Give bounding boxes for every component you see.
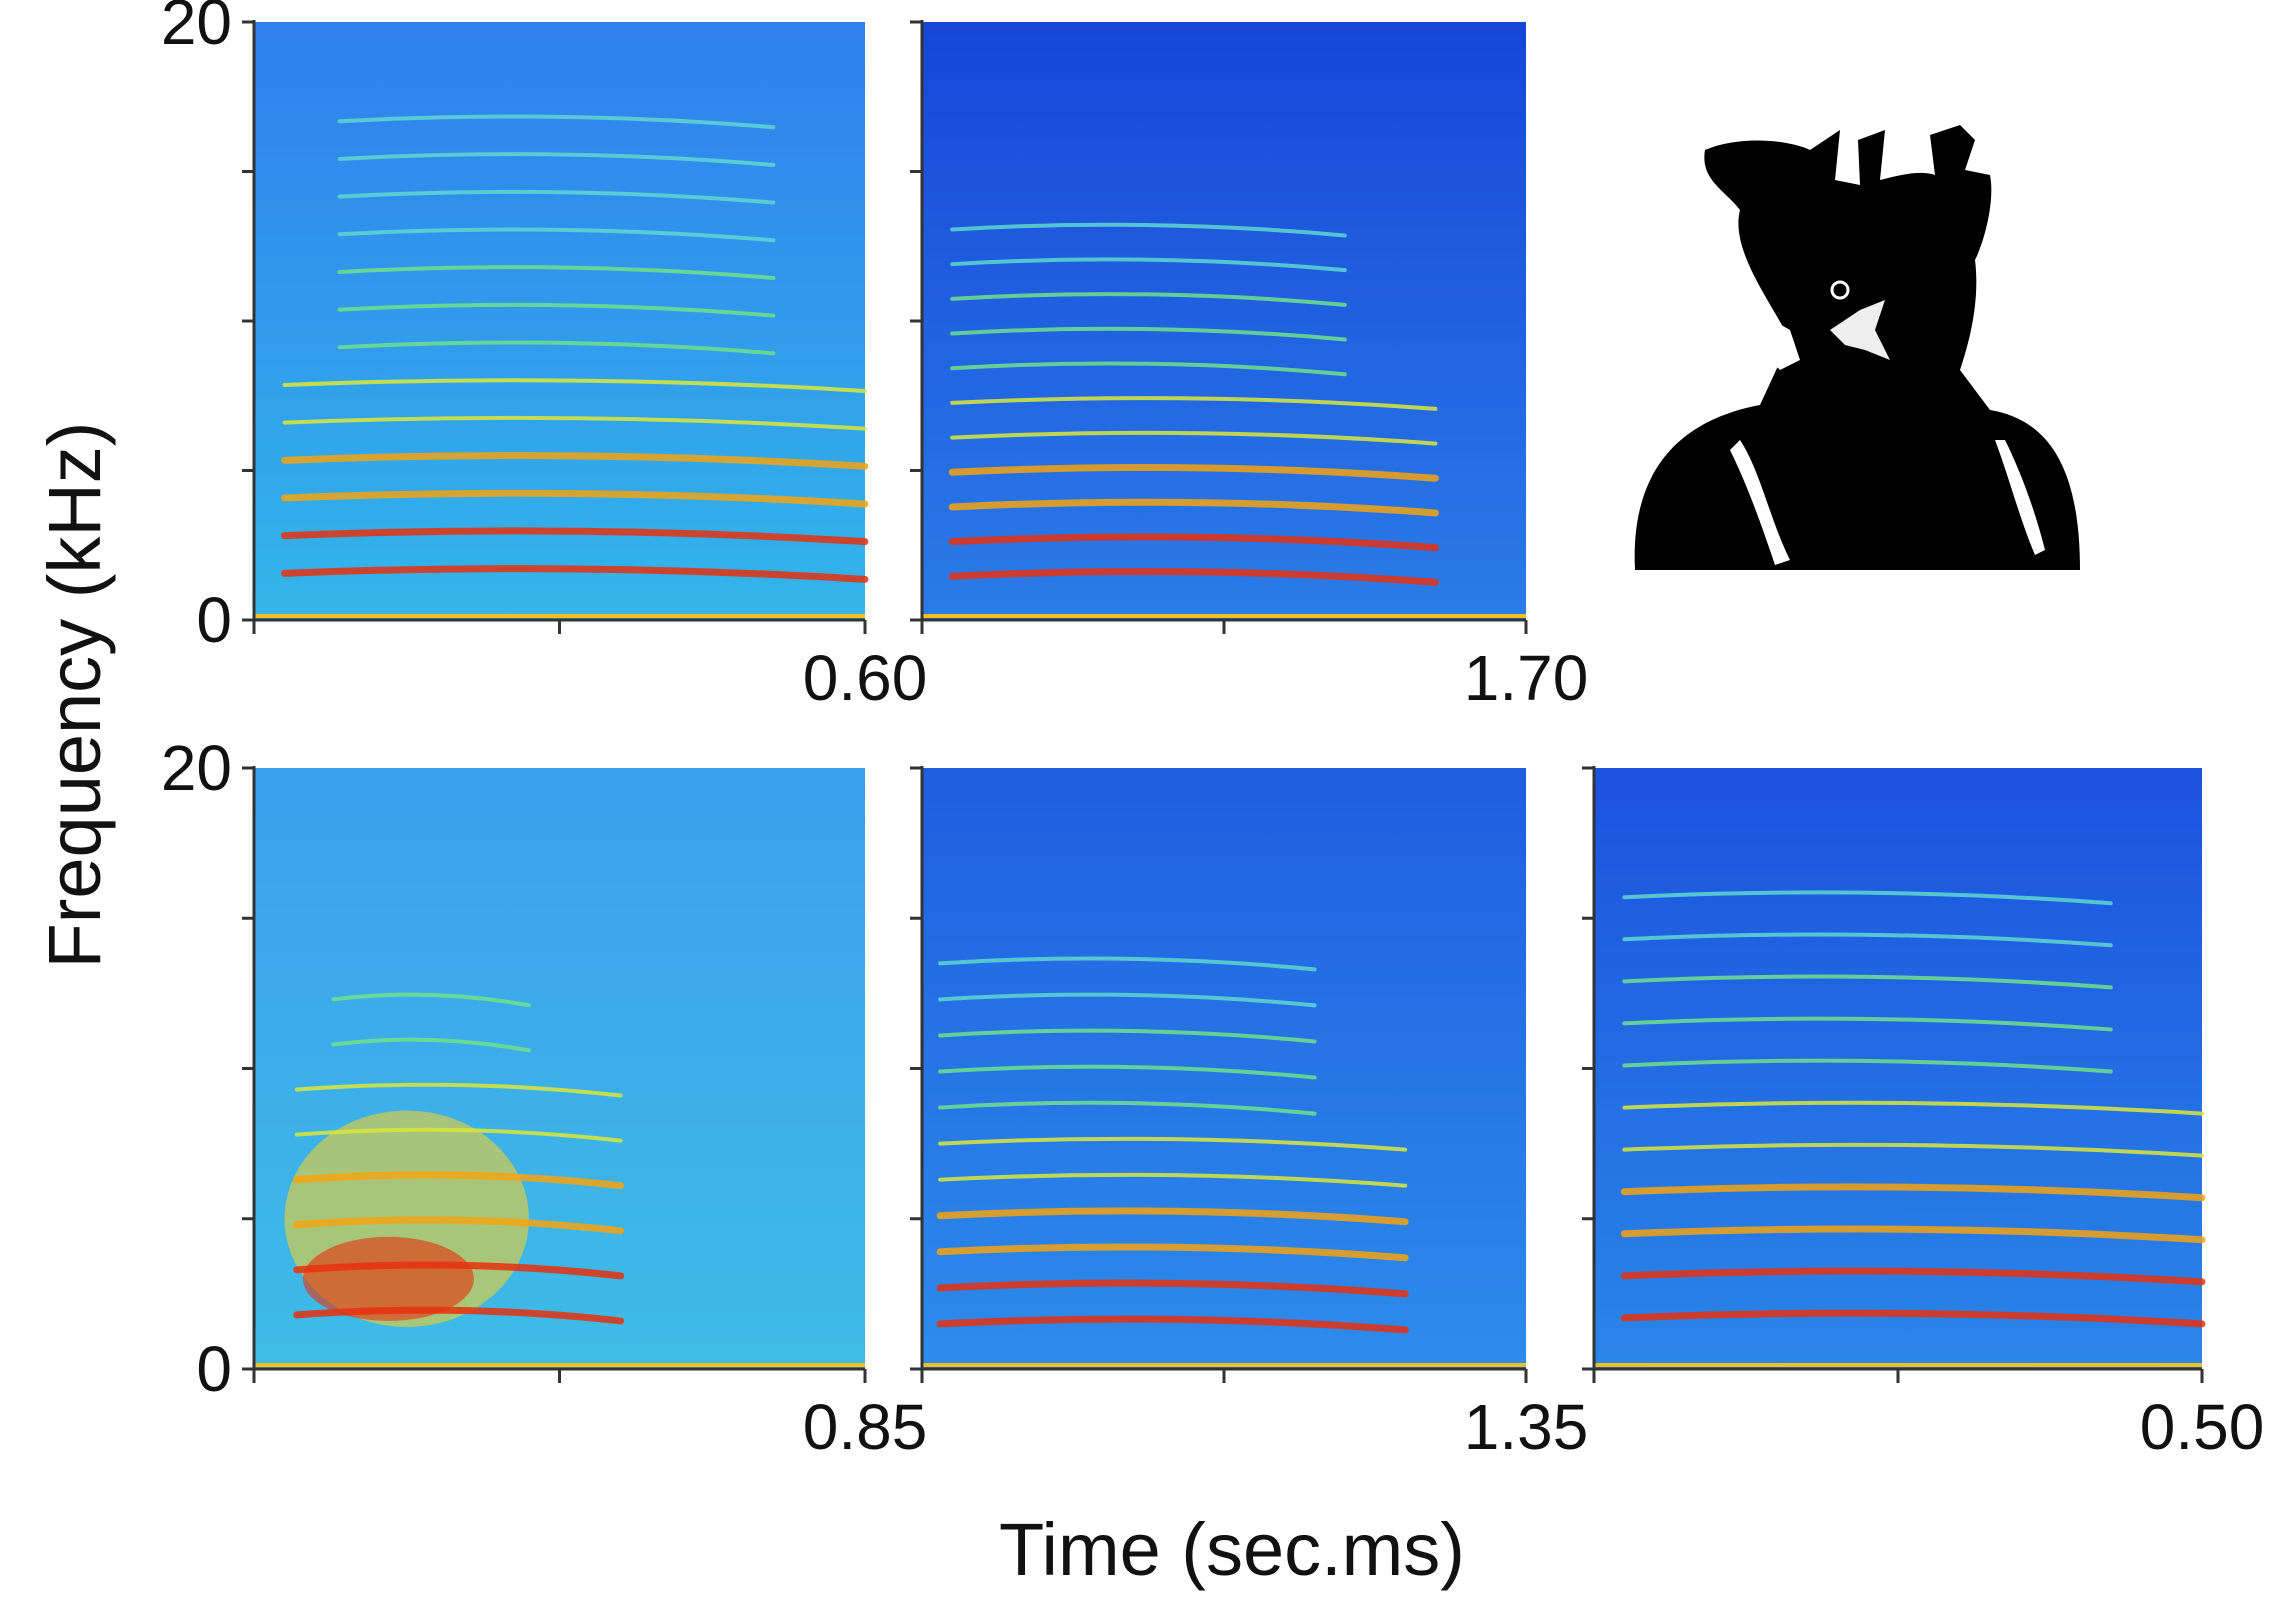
spectrogram-band	[1622, 890, 2113, 906]
x-tick-label: 1.35	[1464, 1391, 1589, 1463]
spectrogram-band	[281, 452, 869, 470]
dog-muzzle	[1830, 300, 1890, 360]
spectrogram-band	[938, 1136, 1408, 1152]
spectrogram-band	[950, 326, 1347, 342]
spectrogram-band	[293, 1216, 625, 1235]
spectrogram-band	[337, 189, 776, 205]
x-tick-label: 1.70	[1464, 642, 1589, 714]
x-tick-label: 0.85	[803, 1391, 928, 1463]
x-axis-title: Time (sec.ms)	[999, 1508, 1465, 1591]
spectrogram-band	[948, 464, 1439, 482]
spectrogram-band	[294, 1127, 623, 1143]
spectrogram-band	[337, 302, 776, 318]
spectrogram-background	[922, 22, 1526, 620]
spectrogram-band	[1620, 1309, 2206, 1328]
spectrogram-band	[936, 1315, 1409, 1334]
spectrogram-band	[936, 1243, 1409, 1262]
y-tick-label: 20	[161, 0, 232, 58]
dog-patch	[1730, 440, 1790, 565]
panel: 0 20 0.85	[161, 732, 927, 1463]
spectrogram-band	[948, 498, 1439, 517]
dog-silhouette	[1634, 125, 2080, 570]
y-tick-label: 20	[161, 732, 232, 804]
spectrogram-band	[1622, 974, 2113, 990]
spectrogram-band	[1622, 932, 2113, 948]
spectrogram-band	[938, 1064, 1317, 1080]
spectrogram-band	[1620, 1267, 2206, 1286]
spectrogram-band	[1622, 1142, 2204, 1158]
spectrogram-band	[950, 292, 1347, 307]
x-tick-label: 0.60	[803, 642, 928, 714]
spectrogram-band	[337, 227, 776, 243]
y-tick-label: 0	[196, 584, 232, 656]
spectrogram-band	[281, 565, 869, 583]
spectrogram-band	[281, 527, 869, 546]
spectrogram-band	[948, 533, 1439, 552]
x-tick-label: 0.50	[2140, 1391, 2265, 1463]
y-tick-label: 0	[196, 1333, 232, 1405]
spectrogram-band	[281, 489, 869, 508]
panel: 1.70	[910, 20, 1588, 714]
y-axis-title: Frequency (kHz)	[33, 422, 116, 969]
spectrogram-band	[938, 1172, 1408, 1188]
spectrogram-band	[337, 265, 776, 280]
spectrogram-band	[1622, 1058, 2113, 1074]
spectrogram-band	[337, 340, 776, 356]
panel: 0.50	[1582, 766, 2264, 1463]
panel: 0 20 0.60	[161, 0, 927, 714]
spectrogram-band	[950, 257, 1347, 273]
spectrogram-band	[950, 222, 1347, 238]
dog-patch	[1995, 440, 2045, 555]
spectrogram-band	[938, 1100, 1317, 1116]
spectrogram-band	[293, 1306, 625, 1325]
spectrogram-band	[1622, 1016, 2113, 1032]
spectrogram-band	[331, 1037, 531, 1053]
spectrogram-band	[936, 1279, 1409, 1298]
spectrogram-band	[293, 1171, 625, 1190]
spectrogram-band	[1622, 1100, 2204, 1116]
spectrogram-band	[948, 568, 1439, 586]
spectrogram-band	[938, 956, 1317, 972]
spectrogram-band	[950, 430, 1438, 446]
spectrogram-band	[1620, 1225, 2206, 1244]
spectrogram-band	[282, 378, 867, 393]
spectrogram-band	[950, 361, 1347, 377]
spectrogram-band	[337, 152, 776, 167]
dog-eye	[1830, 280, 1850, 300]
spectrogram-band	[936, 1207, 1409, 1226]
spectrogram-band	[950, 396, 1438, 411]
spectrogram-band	[938, 1028, 1317, 1044]
spectrogram-band	[331, 992, 531, 1008]
spectrogram-band	[337, 114, 776, 130]
spectrogram-band	[938, 992, 1317, 1008]
spectrogram-band	[294, 1082, 623, 1098]
spectrogram-band	[282, 415, 867, 431]
dog-patch	[1755, 310, 1800, 370]
panel: 1.35	[910, 766, 1588, 1463]
spectrogram-band	[1620, 1183, 2206, 1202]
spectrogram-energy	[302, 1236, 474, 1321]
spectrogram-band	[293, 1261, 625, 1280]
